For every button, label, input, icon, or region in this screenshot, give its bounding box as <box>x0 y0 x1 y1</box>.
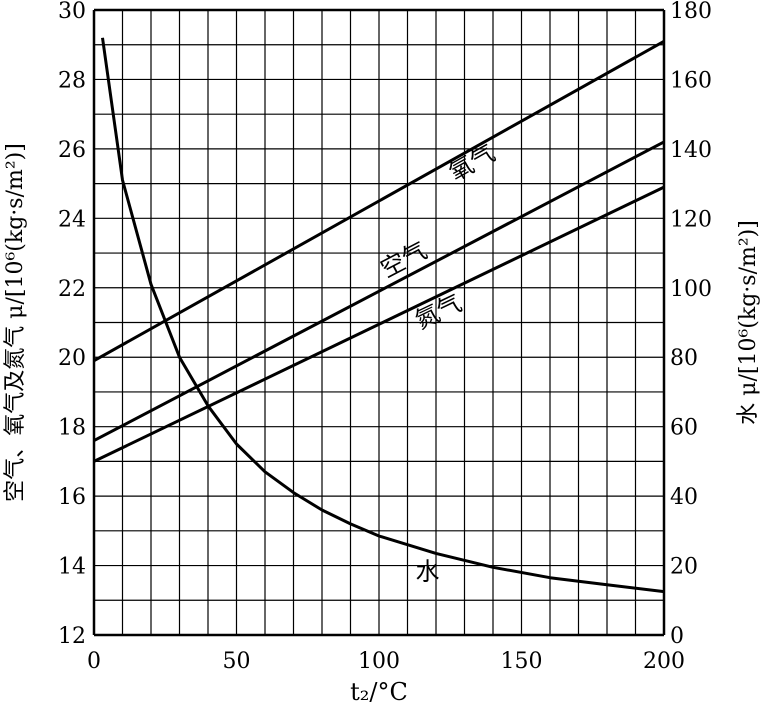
series-label: 氮气 <box>411 289 466 335</box>
tick-labels: 0 50 100 150 200 12 14 16 18 20 22 24 26 28 30 0 20 40 60 8… <box>58 0 712 674</box>
y-right-tick-label: 100 <box>670 277 712 302</box>
y-left-tick-label: 26 <box>58 138 86 163</box>
y-right-tick-label: 20 <box>670 555 698 580</box>
series-line <box>93 185 665 463</box>
y-left-tick-label: 20 <box>58 346 86 371</box>
x-tick-label: 0 <box>87 649 101 674</box>
axis-labels: t₂/°C 空气、氧气及氮气 μ/[10⁶(kg·s/m²)] 水 μ/[10⁶(k… <box>3 143 761 706</box>
y-left-tick-label: 16 <box>58 485 86 510</box>
y-left-tick-label: 18 <box>58 416 86 441</box>
y-right-tick-label: 180 <box>670 0 712 24</box>
y-right-tick-label: 80 <box>670 346 698 371</box>
y-right-tick-label: 120 <box>670 207 712 232</box>
y-left-tick-label: 12 <box>58 624 86 649</box>
y-left-tick-label: 14 <box>58 555 86 580</box>
x-tick-label: 100 <box>358 649 400 674</box>
y-right-axis-label: 水 μ/[10⁶(kg·s/m²)] <box>736 220 761 425</box>
x-tick-label: 50 <box>223 649 251 674</box>
data-series <box>93 37 665 594</box>
y-left-tick-label: 24 <box>58 207 86 232</box>
y-left-tick-label: 28 <box>58 68 86 93</box>
y-right-tick-label: 40 <box>670 485 698 510</box>
series-label: 空气 <box>376 236 432 283</box>
y-left-tick-label: 30 <box>58 0 86 24</box>
series-label: 氧气 <box>444 139 500 187</box>
y-right-tick-label: 60 <box>670 416 698 441</box>
y-left-axis-label: 空气、氧气及氮气 μ/[10⁶(kg·s/m²)] <box>3 143 28 502</box>
y-right-tick-label: 140 <box>670 138 712 163</box>
x-axis-label: t₂/°C <box>350 678 408 706</box>
x-tick-label: 200 <box>643 649 685 674</box>
series-line <box>93 140 665 442</box>
x-tick-label: 150 <box>501 649 543 674</box>
y-left-tick-label: 22 <box>58 277 86 302</box>
series-line <box>93 39 665 363</box>
series-line <box>101 37 665 594</box>
grid <box>92 8 666 637</box>
y-right-tick-label: 160 <box>670 68 712 93</box>
y-right-tick-label: 0 <box>670 624 684 649</box>
series-label: 水 <box>415 557 439 585</box>
